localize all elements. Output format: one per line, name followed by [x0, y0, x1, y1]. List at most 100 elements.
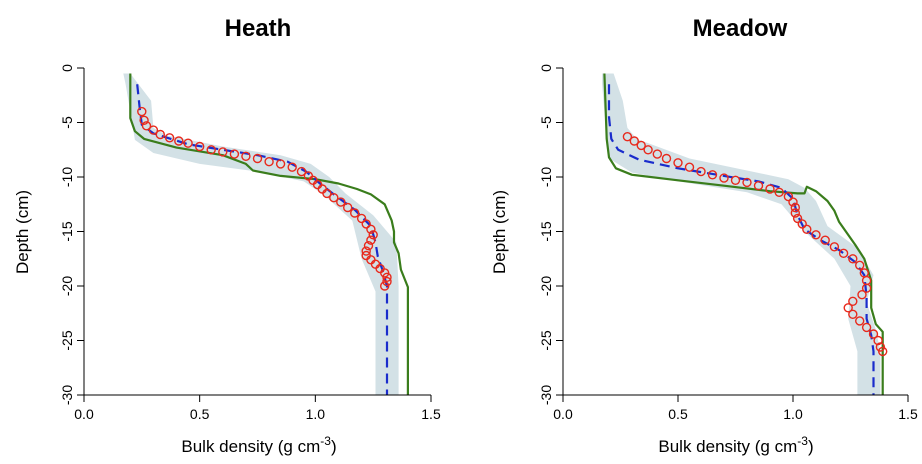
data-point-circle — [296, 166, 307, 177]
data-point-circle — [873, 335, 883, 346]
series-line-blue-dashed — [136, 84, 389, 395]
series-line-green — [129, 73, 409, 395]
y-tick-label: -20 — [538, 276, 554, 296]
data-point-circle — [838, 248, 849, 259]
data-point-circle — [661, 153, 672, 164]
data-point-circle — [218, 147, 228, 157]
data-point-circle — [183, 138, 193, 148]
data-point-circle — [356, 213, 367, 224]
y-axis-label: Depth (cm) — [13, 190, 32, 274]
x-tick-label: 1.5 — [421, 406, 441, 422]
data-point-circle — [802, 224, 812, 235]
y-tick-label: 0 — [59, 64, 75, 72]
data-point-circle — [797, 219, 807, 229]
data-point-circle — [229, 149, 240, 159]
x-axis-label-close: ) — [331, 437, 337, 456]
data-point-circle — [875, 342, 886, 352]
data-point-circle — [366, 224, 376, 235]
data-point-circle — [857, 290, 867, 300]
x-axis-label: Bulk density (g cm-3) — [658, 434, 813, 456]
data-point-circle — [382, 276, 392, 287]
data-point-circle — [336, 197, 346, 207]
data-point-circle — [174, 136, 184, 146]
data-point-circle — [868, 329, 879, 339]
data-point-circle — [643, 145, 653, 155]
data-point-circle — [774, 187, 784, 198]
y-tick-label: -15 — [59, 221, 75, 241]
data-point-circle — [783, 191, 794, 202]
data-point-circle — [843, 303, 853, 313]
data-point-circle — [368, 230, 378, 240]
data-point-circle — [622, 131, 633, 142]
x-tick-label: 1.5 — [898, 406, 918, 422]
data-point-circle — [848, 309, 858, 319]
data-point-circle — [343, 202, 353, 213]
data-point-circle — [811, 230, 821, 240]
data-point-circle — [696, 166, 706, 177]
data-point-circle — [380, 281, 390, 291]
y-tick-label: -25 — [538, 330, 554, 350]
x-axis-label-exponent: -3 — [797, 434, 808, 448]
series-line-green — [603, 73, 884, 395]
data-point-circle — [855, 316, 865, 326]
y-tick-label: 0 — [538, 64, 554, 72]
data-point-circle — [629, 136, 639, 146]
x-tick-label: 0.5 — [190, 406, 210, 422]
x-axis-label-main: Bulk density (g cm — [658, 437, 797, 456]
x-tick-label: 1.0 — [306, 406, 326, 422]
data-point-circle — [673, 158, 683, 168]
data-point-circle — [719, 173, 729, 183]
x-tick-label: 0.0 — [74, 406, 94, 422]
data-point-circle — [148, 125, 159, 135]
data-point-circle — [790, 208, 800, 218]
y-tick-label: -10 — [538, 167, 554, 187]
data-point-circle — [137, 106, 147, 117]
data-point-circle — [636, 140, 646, 151]
data-point-circle — [366, 235, 376, 245]
data-point-circle — [329, 192, 339, 203]
y-tick-label: -30 — [59, 385, 75, 405]
x-tick-label: 0.5 — [668, 406, 688, 422]
y-tick-label: -20 — [59, 276, 75, 296]
data-point-circle — [861, 322, 872, 333]
data-point-circle — [878, 346, 888, 357]
data-point-circle — [861, 283, 872, 293]
data-point-circle — [252, 153, 263, 164]
data-point-circle — [275, 159, 286, 169]
data-point-circle — [652, 149, 662, 159]
data-point-circle — [730, 175, 741, 186]
plot-area — [123, 73, 409, 395]
panel-meadow: Meadow 0 -5 -10 -15 -20 -25 -30 0.0 0.5 1.0 1.5 D… — [490, 15, 918, 456]
data-point-circle — [363, 240, 374, 251]
y-tick-label: -10 — [59, 167, 75, 187]
data-point-circle — [820, 235, 830, 245]
data-point-circle — [206, 145, 216, 155]
uncertainty-band — [602, 73, 881, 395]
panel-heath: Heath 0 -5 -10 -15 -20 -25 -30 0.0 0.5 1.0 1.5 De… — [13, 15, 441, 456]
x-axis-label-exponent: -3 — [320, 434, 331, 448]
y-tick-label: -5 — [538, 116, 554, 129]
data-point-circle — [241, 151, 251, 162]
x-axis-label-main: Bulk density (g cm — [181, 437, 320, 456]
y-tick-label: -5 — [59, 116, 75, 129]
data-point-circle — [382, 272, 392, 282]
x-tick-label: 1.0 — [783, 406, 803, 422]
data-point-circle — [350, 208, 360, 218]
y-tick-label: -30 — [538, 385, 554, 405]
chart-title: Meadow — [693, 15, 788, 42]
data-point-circle — [164, 133, 175, 143]
data-point-circle — [753, 180, 764, 191]
y-tick-label: -25 — [59, 330, 75, 350]
data-point-circle — [264, 156, 274, 167]
data-point-circle — [684, 162, 695, 172]
x-axis-label-close: ) — [808, 437, 814, 456]
data-point-circle — [194, 141, 205, 152]
data-point-circle — [790, 202, 800, 213]
data-point-circle — [848, 254, 858, 264]
data-point-circle — [742, 177, 752, 188]
y-tick-label: -15 — [538, 221, 554, 241]
data-point-circle — [707, 170, 718, 180]
chart-title: Heath — [225, 15, 292, 42]
x-axis-label: Bulk density (g cm-3) — [181, 434, 336, 456]
